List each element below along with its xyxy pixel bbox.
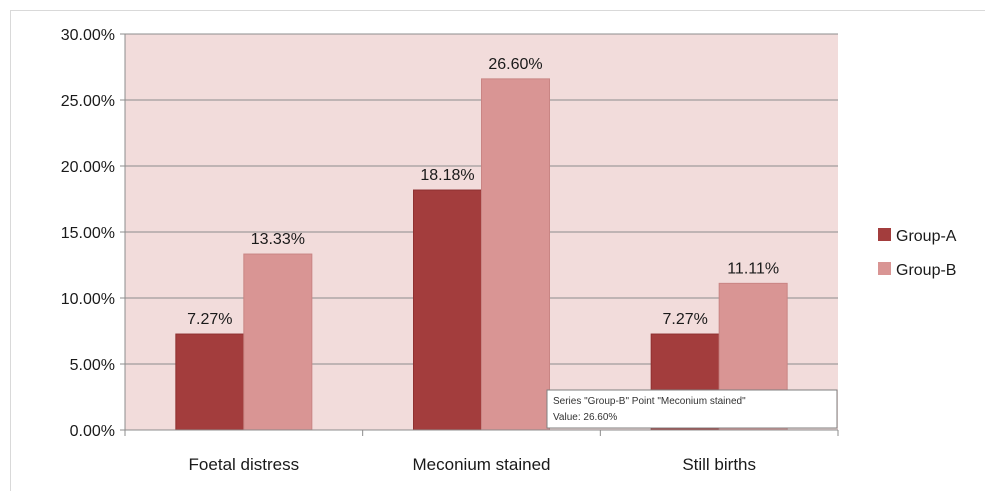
bar-group-a[interactable] xyxy=(413,189,482,431)
data-label: 18.18% xyxy=(420,167,474,184)
data-label: 11.11% xyxy=(727,260,779,277)
legend: Group-A Group-B xyxy=(878,228,957,279)
y-axis: 0.00% 5.00% 10.00% 15.00% 20.00% 25.00% 30.00% xyxy=(61,27,126,440)
y-tick-label: 10.00% xyxy=(61,291,115,308)
y-tick-label: 15.00% xyxy=(61,225,115,242)
data-label: 7.27% xyxy=(187,311,232,328)
legend-label: Group-B xyxy=(896,262,956,279)
y-tick-label: 20.00% xyxy=(61,159,115,176)
tooltip-box xyxy=(546,389,838,429)
tooltip-line-2: Value: 26.60% xyxy=(553,412,617,423)
bar-group-b[interactable] xyxy=(243,253,313,431)
y-tick-label: 25.00% xyxy=(61,93,115,110)
bar-group-b[interactable] xyxy=(481,78,550,431)
y-tick-label: 0.00% xyxy=(70,423,115,440)
y-tick-label: 5.00% xyxy=(70,357,115,374)
x-tick-label: Still births xyxy=(682,455,756,474)
bars: 7.27% 13.33% 18.18% 26.60% 7.27% 11.11% xyxy=(175,56,788,431)
legend-swatch xyxy=(878,262,891,275)
legend-swatch xyxy=(878,228,891,241)
x-tick-label: Foetal distress xyxy=(189,455,300,474)
legend-label: Group-A xyxy=(896,228,957,245)
y-tick-label: 30.00% xyxy=(61,27,115,44)
tooltip: Series "Group-B" Point "Meconium stained… xyxy=(546,389,838,429)
data-label: 13.33% xyxy=(251,231,305,248)
x-axis: Foetal distress Meconium stained Still bir… xyxy=(124,429,839,474)
tooltip-line-1: Series "Group-B" Point "Meconium stained… xyxy=(553,396,746,407)
bar-group-a[interactable] xyxy=(175,333,245,431)
data-label: 26.60% xyxy=(488,56,542,73)
x-tick-label: Meconium stained xyxy=(413,455,551,474)
data-label: 7.27% xyxy=(662,311,707,328)
